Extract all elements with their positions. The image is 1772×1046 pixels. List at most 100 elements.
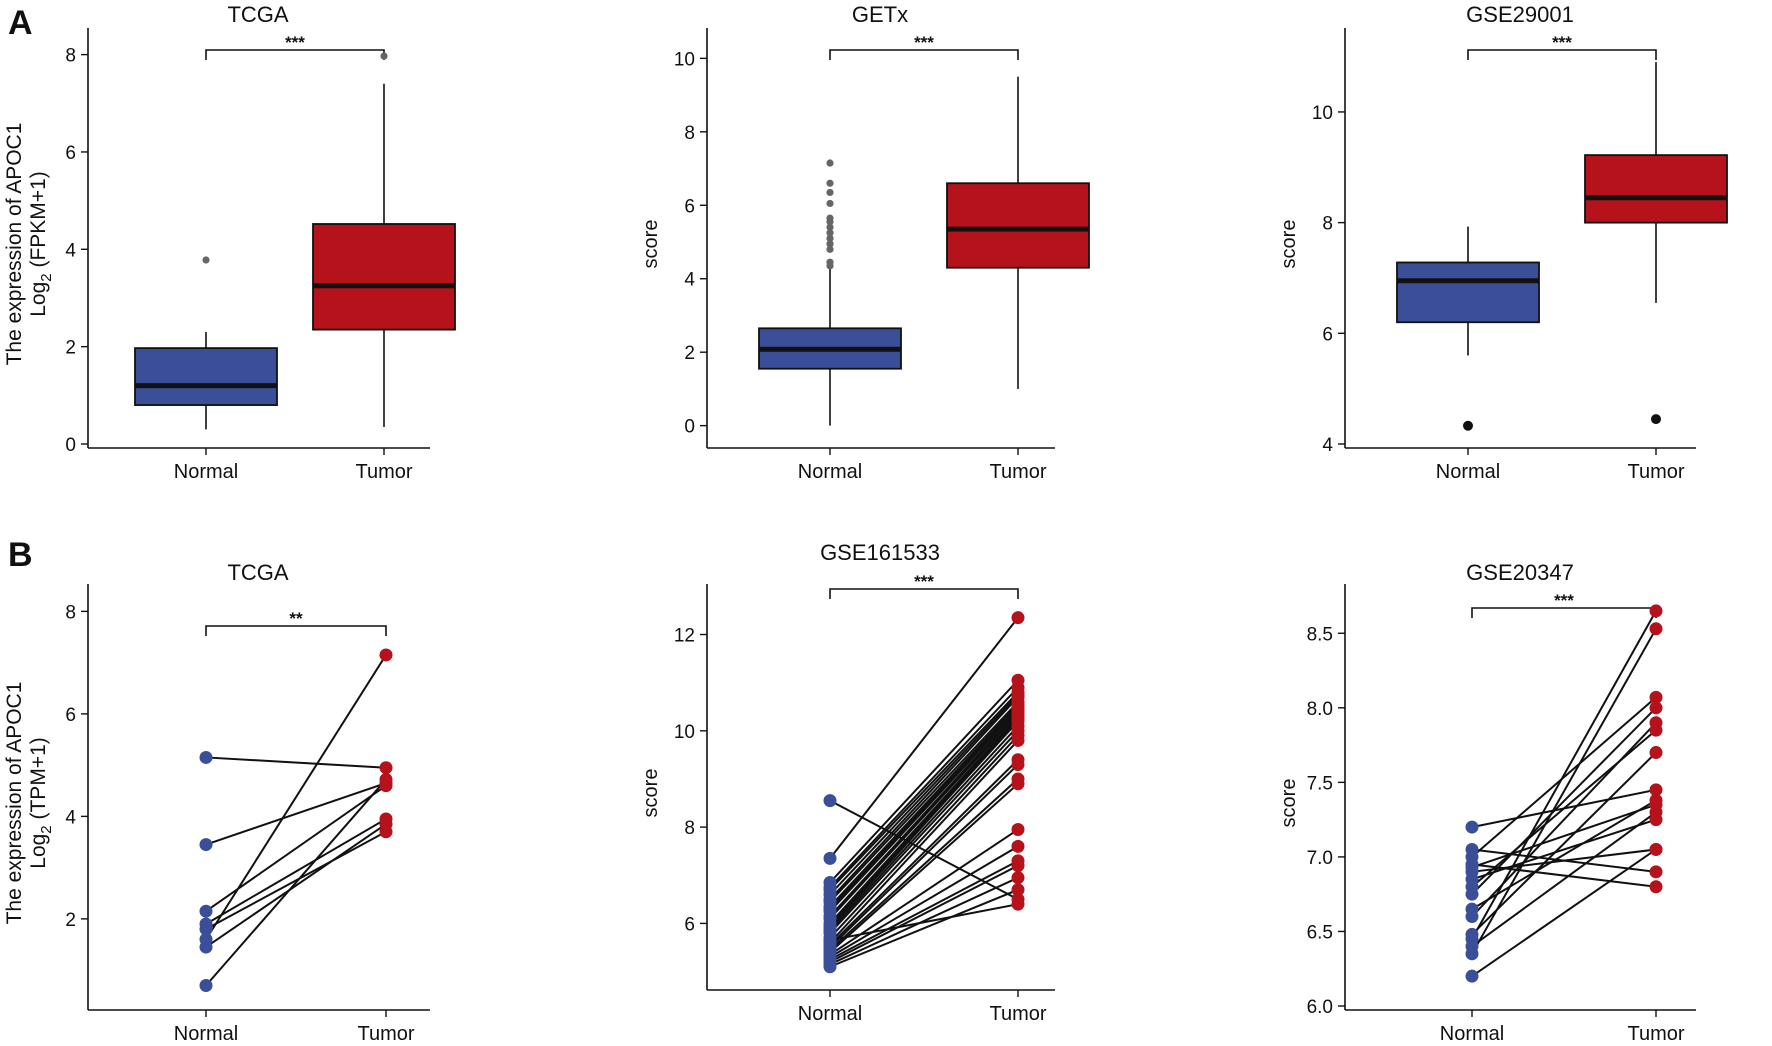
outlier-point <box>826 229 834 237</box>
point-tumor <box>379 761 393 775</box>
y-tick-label: 8 <box>684 818 695 839</box>
point-normal <box>199 922 213 936</box>
pair-line <box>829 617 1019 860</box>
y-axis-label: score <box>1278 779 1300 828</box>
point-tumor <box>1011 859 1025 873</box>
pair-line <box>829 763 1019 949</box>
y-tick-label: 8 <box>684 123 695 144</box>
outlier-point <box>826 245 834 253</box>
pair-line <box>1471 803 1657 869</box>
point-tumor <box>1649 622 1663 636</box>
pair-line <box>829 859 1019 961</box>
y-tick-label: 7.5 <box>1307 773 1333 794</box>
pair-line <box>829 713 1019 920</box>
y-tick-label: 8.0 <box>1307 699 1333 720</box>
point-normal <box>1465 969 1479 983</box>
chart-b1: TCGA 2 4 6 8 Normal Tumor The expression of APO… <box>3 560 430 1045</box>
x-category-label: Tumor <box>357 1023 414 1045</box>
y-tick-label: 10 <box>674 722 695 743</box>
point-normal <box>1465 910 1479 924</box>
outlier-point <box>826 258 834 266</box>
point-normal <box>199 940 213 954</box>
pair-line <box>829 828 1019 956</box>
y-axis-label: score <box>640 220 662 269</box>
y-tick-label: 6 <box>65 705 76 726</box>
pair-line <box>1471 722 1657 918</box>
pair-line <box>205 654 387 940</box>
outlier-point <box>1463 420 1473 431</box>
point-tumor <box>1649 805 1663 819</box>
pair-line <box>205 778 387 987</box>
x-category-label: Tumor <box>989 461 1046 483</box>
y-tick-label: 6.5 <box>1307 922 1333 943</box>
pair-line <box>829 710 1019 917</box>
pair-line <box>829 888 1019 968</box>
pair-line <box>829 720 1019 929</box>
y-axis-label-unit: Log2 (TPM+1) <box>27 737 55 868</box>
y-tick-label: 0 <box>684 417 695 438</box>
pair-line <box>1471 628 1657 955</box>
pair-line <box>1471 696 1657 858</box>
box-tumor <box>312 223 456 331</box>
outlier-point <box>826 214 834 222</box>
point-normal <box>823 794 837 808</box>
point-normal <box>199 979 213 992</box>
significance-label: *** <box>914 33 934 52</box>
y-tick-label: 10 <box>1312 103 1333 124</box>
y-tick-label: 2 <box>684 343 695 364</box>
point-normal <box>1465 947 1479 961</box>
x-category-label: Normal <box>174 1023 238 1045</box>
point-tumor <box>1649 701 1663 715</box>
significance-bracket <box>1467 49 1657 60</box>
point-tumor <box>1649 793 1663 807</box>
box-normal <box>1396 261 1540 324</box>
y-tick-label: 8 <box>65 602 76 623</box>
y-axis-label: The expression of APOC1 <box>3 682 26 925</box>
point-normal <box>1465 820 1479 834</box>
pair-line <box>205 823 387 948</box>
y-tick-label: 2 <box>65 910 76 931</box>
y-tick-label: 4 <box>65 807 76 828</box>
pair-line <box>829 694 1019 896</box>
outlier-point <box>826 223 834 231</box>
significance-label: *** <box>285 33 305 52</box>
y-tick-label: 8 <box>1322 214 1333 235</box>
point-tumor <box>1649 865 1663 879</box>
pair-line <box>829 701 1019 903</box>
chart-a1: TCGA 0 2 4 6 8 Normal Tumor The expression of AP… <box>3 2 456 483</box>
point-normal <box>1465 887 1479 901</box>
significance-label: *** <box>1554 591 1574 610</box>
pair-line <box>205 756 387 769</box>
outlier-point <box>826 179 834 187</box>
chart-title: TCGA <box>227 2 288 27</box>
pair-line <box>1471 799 1657 910</box>
outlier-point <box>826 240 834 248</box>
y-tick-label: 4 <box>1322 435 1333 456</box>
point-tumor <box>1011 883 1025 897</box>
pair-line <box>829 845 1019 958</box>
point-tumor <box>1011 777 1025 791</box>
y-axis-label: score <box>640 769 662 818</box>
point-tumor <box>1011 611 1025 625</box>
x-category-label: Normal <box>798 461 862 483</box>
point-normal <box>199 904 213 918</box>
x-category-label: Normal <box>798 1003 862 1025</box>
point-tumor <box>1011 758 1025 772</box>
pair-line <box>829 679 1019 884</box>
y-axis-label: The expression of APOC1 <box>3 123 26 366</box>
pair-line <box>829 708 1019 913</box>
significance-bracket <box>205 625 387 636</box>
pair-line <box>1471 818 1657 881</box>
chart-a3: GSE29001 4 6 8 10 Normal Tumor score *** <box>1278 2 1728 483</box>
chart-title: TCGA <box>227 560 288 585</box>
x-category-label: Tumor <box>1627 1023 1684 1045</box>
x-category-label: Normal <box>174 461 238 483</box>
y-tick-label: 8 <box>65 46 76 67</box>
x-category-label: Normal <box>1436 461 1500 483</box>
chart-b2: GSE161533 6 8 10 12 Normal Tumor score *** <box>640 540 1055 1025</box>
pair-line <box>205 830 387 931</box>
outlier-point <box>826 188 834 197</box>
y-tick-label: 6.0 <box>1307 997 1333 1018</box>
box-tumor <box>946 182 1090 269</box>
